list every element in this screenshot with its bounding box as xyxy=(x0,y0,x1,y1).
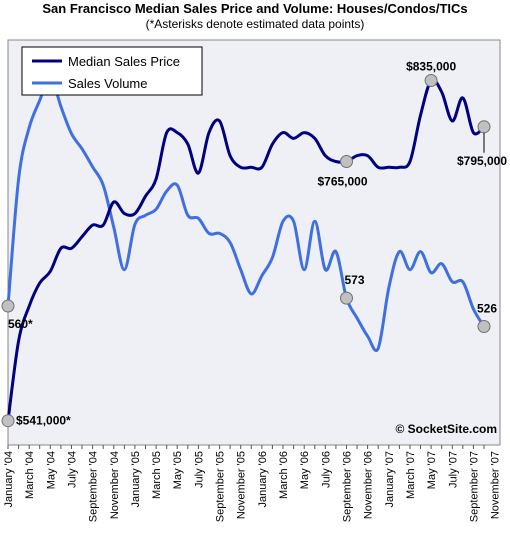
x-tick-label: September '04 xyxy=(88,451,100,522)
x-tick-label: July '05 xyxy=(193,451,205,488)
annotation-label: 526 xyxy=(477,302,497,316)
annotation-label: 573 xyxy=(344,273,364,287)
annotation-label: $541,000* xyxy=(16,414,71,428)
annotation-label: $835,000 xyxy=(406,60,456,74)
x-tick-label: September '05 xyxy=(215,451,227,522)
x-axis: January '04 March '04 May '04 July '04 Septe… xyxy=(3,445,502,522)
x-tick-label: March '06 xyxy=(278,451,290,499)
annotation-label: $795,000 xyxy=(457,154,507,168)
x-tick-label: March '04 xyxy=(24,451,36,499)
x-tick-label: January '06 xyxy=(257,451,269,508)
data-marker-median-sales-price xyxy=(340,155,353,168)
data-marker-median-sales-price xyxy=(477,120,491,134)
data-marker-sales-volume xyxy=(340,291,353,305)
x-tick-label: May '05 xyxy=(172,451,184,489)
legend-box xyxy=(21,46,203,96)
chart-title: San Francisco Median Sales Price and Vol… xyxy=(42,1,468,16)
x-tick-label: September '07 xyxy=(468,451,480,522)
x-tick-label: May '06 xyxy=(299,451,311,489)
x-tick-label: January '05 xyxy=(130,451,142,508)
data-marker-median-sales-price xyxy=(424,74,438,87)
x-tick-label: November '05 xyxy=(236,451,248,519)
series-line-median-sales-price xyxy=(6,78,486,423)
x-tick-label: January '04 xyxy=(3,451,15,508)
annotation-label: 560* xyxy=(8,317,33,331)
data-marker-sales-volume xyxy=(477,320,491,333)
x-tick-label: May '04 xyxy=(45,451,57,489)
legend: Median Sales Price Sales Volume xyxy=(21,46,203,96)
lines-layer xyxy=(6,74,486,423)
chart-subtitle: (*Asterisks denote estimated data points… xyxy=(145,17,365,31)
legend-label-volume: Sales Volume xyxy=(68,76,148,91)
plot-area xyxy=(7,39,501,446)
x-tick-label: May '07 xyxy=(426,451,438,489)
annotation-label: $765,000 xyxy=(317,175,367,189)
x-tick-label: March '05 xyxy=(151,451,163,499)
x-tick-label: July '07 xyxy=(447,451,459,488)
series-line-sales-volume xyxy=(6,74,486,352)
x-tick-label: November '06 xyxy=(363,451,375,519)
x-tick-label: September '06 xyxy=(342,451,354,522)
x-tick-label: July '04 xyxy=(67,451,79,488)
legend-label-price: Median Sales Price xyxy=(68,54,180,69)
watermark: © SocketSite.com xyxy=(395,422,497,436)
x-tick-label: July '06 xyxy=(320,451,332,488)
data-marker-median-sales-price xyxy=(1,414,15,428)
x-tick-label: November '07 xyxy=(490,451,502,519)
data-marker-sales-volume xyxy=(1,299,15,313)
x-tick-label: January '07 xyxy=(384,451,396,508)
x-tick-label: November '04 xyxy=(109,451,121,519)
x-tick-label: March '07 xyxy=(405,451,417,499)
